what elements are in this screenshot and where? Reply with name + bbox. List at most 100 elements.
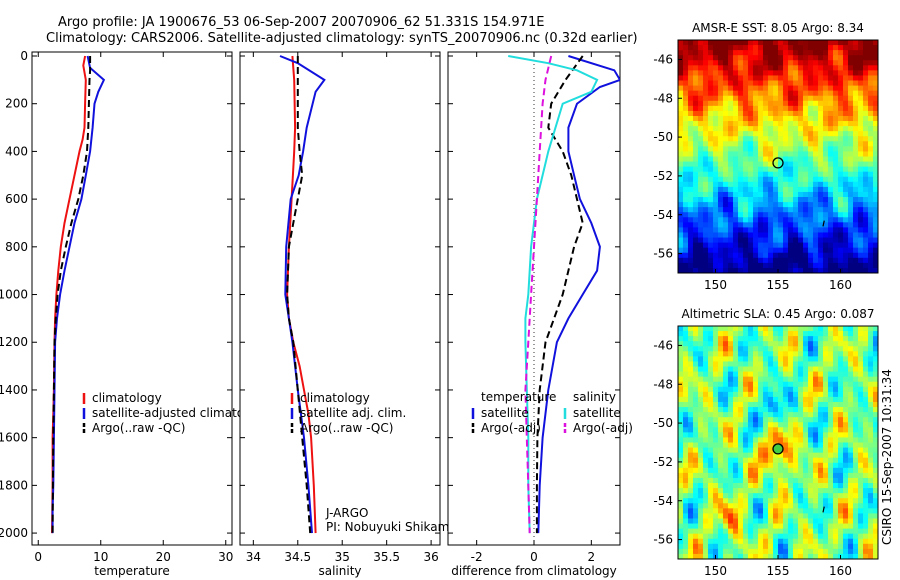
heatmap-cell [818,212,824,218]
heatmap-cell [853,407,859,413]
heatmap-cell [763,432,769,438]
heatmap-cell [753,40,759,46]
heatmap-cell [743,85,749,92]
heatmap-cell [758,136,764,142]
heatmap-cell [838,386,844,393]
heatmap-cell [693,267,699,274]
heatmap-cell [833,437,839,443]
heatmap-cell [843,222,849,228]
heatmap-cell [833,242,839,249]
heatmap-cell [733,45,739,51]
heatmap-cell [863,141,869,147]
heatmap-cell [803,197,809,203]
heatmap-cell [713,493,719,499]
heatmap-cell [758,371,764,378]
heatmap-cell [848,371,854,378]
heatmap-cell [743,371,749,378]
heatmap-cell [788,361,794,367]
heatmap-cell [728,45,734,51]
heatmap-cell [843,326,849,332]
heatmap-cell [748,181,754,188]
heatmap-cell [793,427,799,433]
heatmap-cell [678,141,684,147]
x-axis-label: salinity [318,564,361,578]
heatmap-cell [778,232,784,238]
heatmap-cell [773,518,779,524]
heatmap-cell [768,523,774,530]
heatmap-cell [863,100,869,107]
heatmap-cell [713,257,719,264]
heatmap-cell [788,257,794,264]
heatmap-cell [868,156,874,162]
heatmap-cell [823,75,829,81]
heatmap-cell [763,326,769,332]
heatmap-cell [738,488,744,494]
heatmap-cell [808,156,814,162]
heatmap-cell [708,351,714,357]
heatmap-cell [823,407,829,413]
heatmap-cell [728,447,734,454]
heatmap-cell [828,447,834,454]
heatmap-cell [828,533,834,540]
heatmap-cell [698,186,704,193]
heatmap-cell [788,136,794,142]
y-tick-label: 2000 [0,526,28,540]
heatmap-cell [838,121,844,127]
heatmap-cell [698,262,704,269]
heatmap-cell [728,366,734,372]
heatmap-cell [763,391,769,398]
heatmap-cell [773,65,779,71]
heatmap-cell [873,407,879,413]
heatmap-cell [758,488,764,494]
heatmap-cell [678,202,684,208]
heatmap-cell [763,161,769,168]
heatmap-cell [813,457,819,464]
heatmap-cell [703,90,709,97]
heatmap-cell [773,197,779,203]
heatmap-cell [823,361,829,367]
heatmap-cell [783,356,789,362]
heatmap-cell [793,346,799,352]
heatmap-cell [713,115,719,122]
heatmap-cell [753,483,759,489]
heatmap-cell [788,247,794,254]
heatmap-cell [763,90,769,97]
heatmap-cell [718,166,724,173]
heatmap-cell [868,50,874,56]
heatmap-cell [783,141,789,147]
heatmap-cell [873,131,879,137]
heatmap-cell [688,65,694,71]
y-tick-label: 0 [20,49,28,63]
series-group [51,55,106,534]
heatmap-cell [848,171,854,178]
heatmap-cell [813,202,819,208]
heatmap-cell [748,191,754,198]
heatmap-cell [708,513,714,519]
y-tick-label: -56 [653,533,673,547]
heatmap-cell [693,427,699,433]
heatmap-cell [683,176,689,183]
heatmap-cell [728,222,734,228]
heatmap-cell [838,257,844,264]
heatmap-cell [833,366,839,372]
heatmap-cell [803,401,809,408]
heatmap-cell [693,498,699,504]
heatmap-cell [748,90,754,97]
heatmap-cell [873,533,879,540]
heatmap-cell [813,115,819,122]
heatmap-cell [703,131,709,137]
heatmap-cell [708,237,714,244]
heatmap-cell [778,543,784,550]
heatmap-cell [788,232,794,238]
heatmap-cell [838,105,844,112]
heatmap-cell [858,136,864,142]
heatmap-cell [693,151,699,157]
heatmap-cell [758,90,764,97]
heatmap-cell [768,197,774,203]
heatmap-cell [728,181,734,188]
heatmap-cell [818,366,824,372]
heatmap-cell [848,181,854,188]
heatmap-cell [848,518,854,524]
heatmap-cell [818,432,824,438]
heatmap-cell [813,407,819,413]
